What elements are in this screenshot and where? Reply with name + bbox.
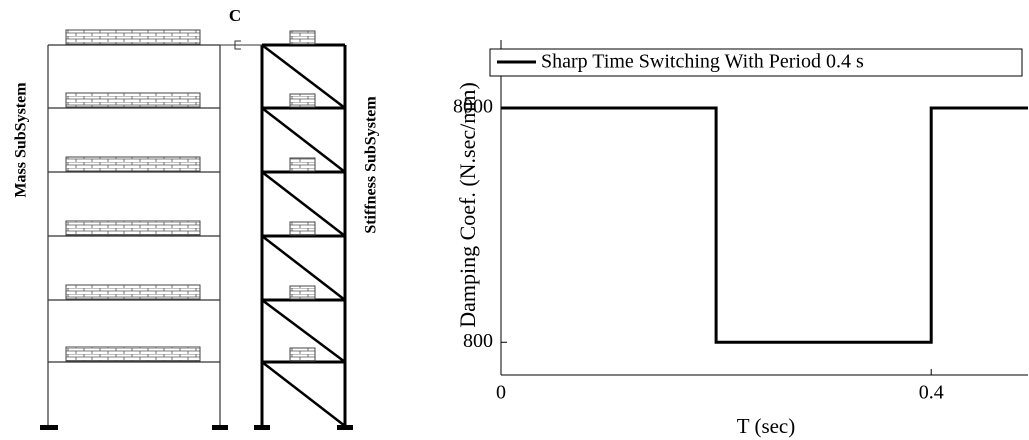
support xyxy=(337,425,353,430)
small-block xyxy=(289,93,316,108)
mass-block xyxy=(65,346,201,362)
data-line xyxy=(501,106,1028,344)
stiffness-label: Stiffness SubSystem xyxy=(363,96,380,234)
x-tick-label: 0 xyxy=(496,382,506,404)
brace xyxy=(261,298,346,364)
brace xyxy=(261,361,346,427)
small-block xyxy=(289,221,316,236)
x-axis-label: T (sec) xyxy=(737,414,796,438)
mass-block xyxy=(65,156,201,172)
mass-block xyxy=(65,220,201,236)
support xyxy=(40,425,58,430)
mass-block xyxy=(65,284,201,300)
brace xyxy=(261,235,346,301)
small-block xyxy=(289,157,316,172)
brace xyxy=(261,171,346,237)
small-block xyxy=(289,30,316,45)
brace xyxy=(261,107,346,173)
mass-label: Mass SubSystem xyxy=(13,82,30,198)
small-block xyxy=(289,347,316,362)
mass-block xyxy=(65,29,201,45)
support xyxy=(212,425,228,430)
mass-block xyxy=(65,92,201,108)
brace xyxy=(261,44,346,109)
small-block xyxy=(289,285,316,300)
x-tick-label: 0.4 xyxy=(919,382,944,404)
y-axis-label: Damping Coef. (N.sec/mm) xyxy=(455,82,480,328)
legend-label: Sharp Time Switching With Period 0.4 s xyxy=(541,51,864,73)
structure-diagram xyxy=(40,29,353,430)
damper xyxy=(234,40,244,50)
legend-box xyxy=(489,48,1023,77)
support xyxy=(254,425,270,430)
y-tick-label: 8000 xyxy=(453,96,493,118)
damper-label: C xyxy=(229,6,241,25)
y-tick-label: 800 xyxy=(463,330,493,352)
